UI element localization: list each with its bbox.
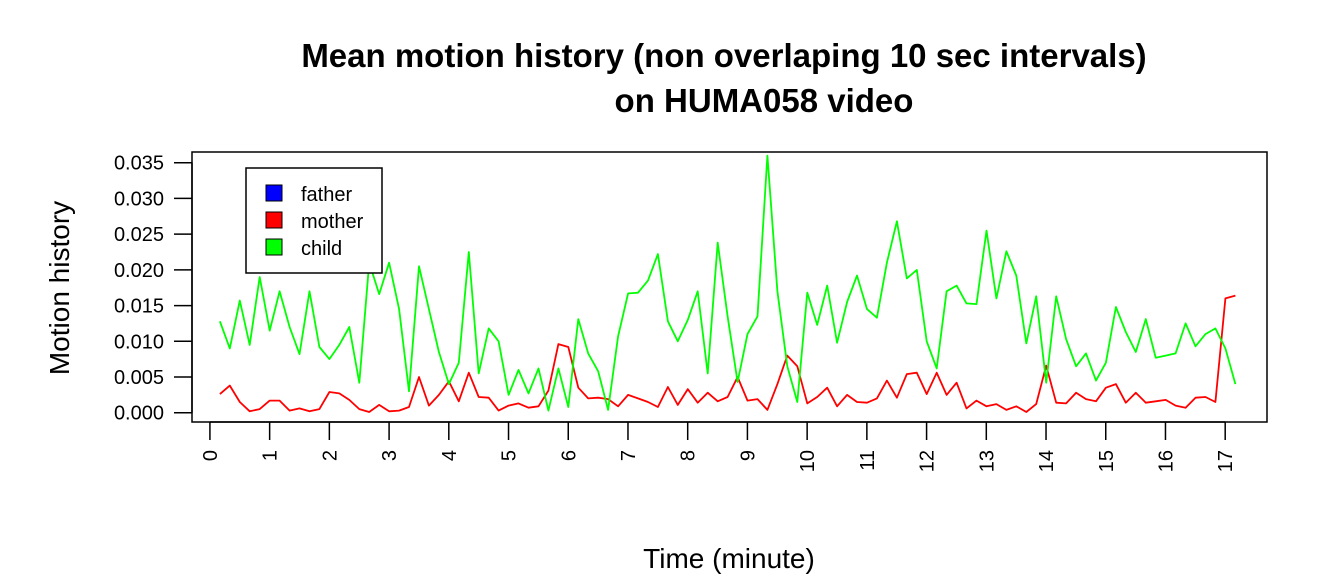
legend-swatch-child <box>265 238 283 256</box>
x-tick-label: 15 <box>1096 450 1118 472</box>
x-tick-label: 8 <box>678 450 700 461</box>
y-tick-label: 0.025 <box>114 224 164 246</box>
x-tick-label: 1 <box>260 450 282 461</box>
y-tick-label: 0.015 <box>114 296 164 318</box>
x-tick-label: 13 <box>976 450 998 472</box>
legend-swatch-father <box>265 184 283 202</box>
x-tick-label: 12 <box>917 450 939 472</box>
legend-label-father: father <box>301 184 352 206</box>
x-tick-label: 6 <box>558 450 580 461</box>
y-tick-label: 0.010 <box>114 331 164 353</box>
x-tick-label: 5 <box>499 450 521 461</box>
series-line-child <box>219 154 1237 412</box>
legend: father mother child <box>245 167 383 274</box>
series-layer <box>219 154 1237 413</box>
x-axis: 0 1 2 3 4 5 6 7 8 9 10 11 12 13 14 15 16 17 <box>200 421 1237 472</box>
x-axis-label: Time (minute) <box>643 543 815 574</box>
x-tick-label: 0 <box>200 450 222 461</box>
x-tick-label: 11 <box>857 450 879 471</box>
x-tick-label: 10 <box>797 450 819 472</box>
y-axis-label: Motion history <box>44 201 75 375</box>
legend-swatch-mother <box>265 211 283 229</box>
x-tick-label: 14 <box>1036 450 1058 472</box>
y-tick-label: 0.000 <box>114 403 164 425</box>
y-tick-label: 0.035 <box>114 153 164 175</box>
x-tick-label: 4 <box>439 450 461 461</box>
legend-label-mother: mother <box>301 211 364 233</box>
x-tick-label: 17 <box>1215 450 1237 472</box>
y-tick-label: 0.020 <box>114 260 164 282</box>
chart-title-line-1: Mean motion history (non overlaping 10 s… <box>301 37 1146 74</box>
legend-label-child: child <box>301 238 342 260</box>
x-tick-label: 9 <box>737 450 759 461</box>
series-line-mother <box>219 294 1236 413</box>
y-axis: 0.000 0.005 0.010 0.015 0.020 0.025 0.030 0.035 <box>114 153 193 425</box>
chart-title-line-2: on HUMA058 video <box>615 82 914 119</box>
x-tick-label: 3 <box>379 450 401 461</box>
x-tick-label: 16 <box>1155 450 1177 472</box>
y-tick-label: 0.005 <box>114 367 164 389</box>
x-tick-label: 7 <box>618 450 640 461</box>
y-tick-label: 0.030 <box>114 188 164 210</box>
x-tick-label: 2 <box>319 450 341 461</box>
